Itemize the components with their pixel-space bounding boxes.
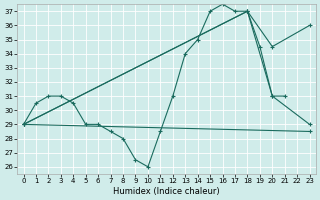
X-axis label: Humidex (Indice chaleur): Humidex (Indice chaleur) <box>113 187 220 196</box>
